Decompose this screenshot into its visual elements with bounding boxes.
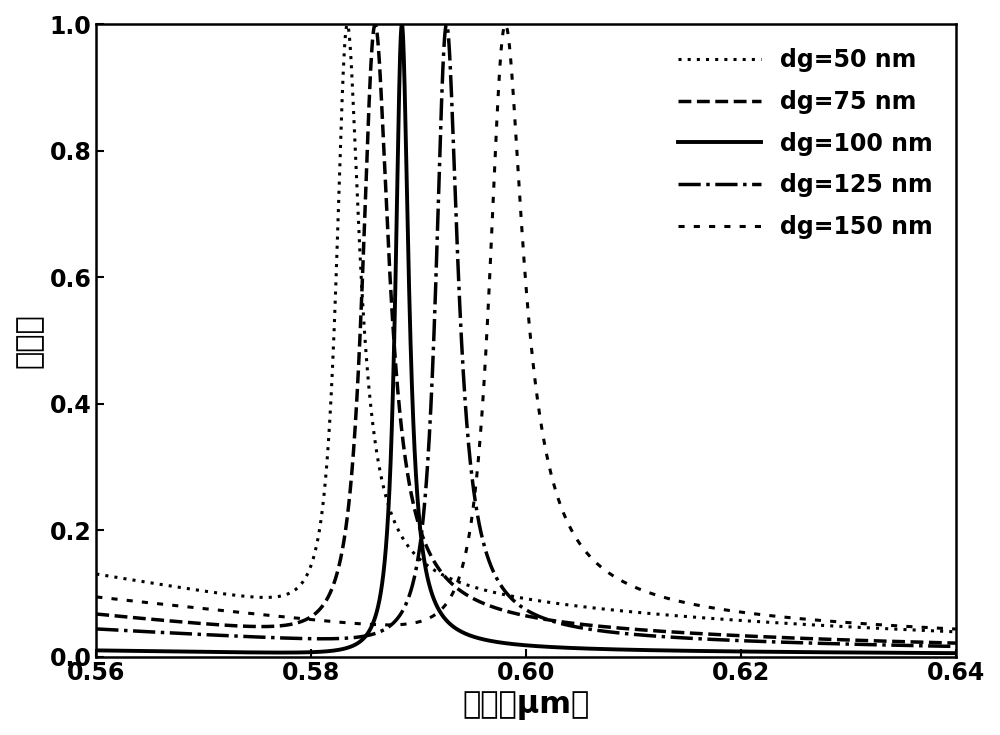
Y-axis label: 反射率: 反射率 [15,313,44,368]
dg=75 nm [642,626,654,635]
dg=150 nm [642,588,654,597]
X-axis label: 波长（μm）: 波长（μm） [462,691,590,720]
dg=75 nm [950,639,962,648]
dg=150 nm [499,20,511,29]
dg=150 nm [894,622,906,631]
Line: dg=50 nm: dg=50 nm [96,24,956,632]
dg=75 nm [706,630,718,639]
Line: dg=125 nm: dg=125 nm [96,24,956,647]
dg=75 nm [90,609,102,618]
Legend: dg=50 nm, dg=75 nm, dg=100 nm, dg=125 nm, dg=150 nm: dg=50 nm, dg=75 nm, dg=100 nm, dg=125 nm… [666,36,944,251]
dg=125 nm [610,628,622,637]
dg=50 nm [610,606,622,614]
dg=50 nm [305,562,317,571]
dg=50 nm [950,628,962,637]
dg=50 nm [90,570,102,578]
dg=150 nm [706,603,718,612]
dg=50 nm [894,625,906,634]
Line: dg=150 nm: dg=150 nm [96,24,956,629]
dg=50 nm [497,590,509,599]
dg=100 nm [497,639,509,648]
dg=100 nm [642,646,654,655]
dg=125 nm [497,584,509,592]
dg=75 nm [305,613,317,622]
dg=100 nm [894,648,906,657]
dg=125 nm [90,625,102,634]
dg=75 nm [894,637,906,646]
dg=125 nm [305,634,317,643]
Line: dg=100 nm: dg=100 nm [96,24,956,653]
dg=100 nm [610,645,622,654]
dg=150 nm [305,615,317,624]
dg=75 nm [369,20,381,29]
dg=75 nm [610,623,622,632]
dg=50 nm [642,609,654,617]
Line: dg=75 nm: dg=75 nm [96,24,956,643]
dg=50 nm [706,614,718,623]
dg=100 nm [396,20,408,29]
dg=150 nm [497,29,509,38]
dg=125 nm [894,641,906,650]
dg=50 nm [341,20,353,29]
dg=125 nm [441,20,453,29]
dg=100 nm [90,646,102,655]
dg=100 nm [706,647,718,656]
dg=100 nm [305,648,317,656]
dg=150 nm [90,592,102,601]
dg=125 nm [706,635,718,644]
dg=100 nm [950,649,962,658]
dg=125 nm [642,631,654,640]
dg=150 nm [610,573,622,582]
dg=75 nm [497,606,509,614]
dg=150 nm [950,625,962,634]
dg=125 nm [950,642,962,651]
